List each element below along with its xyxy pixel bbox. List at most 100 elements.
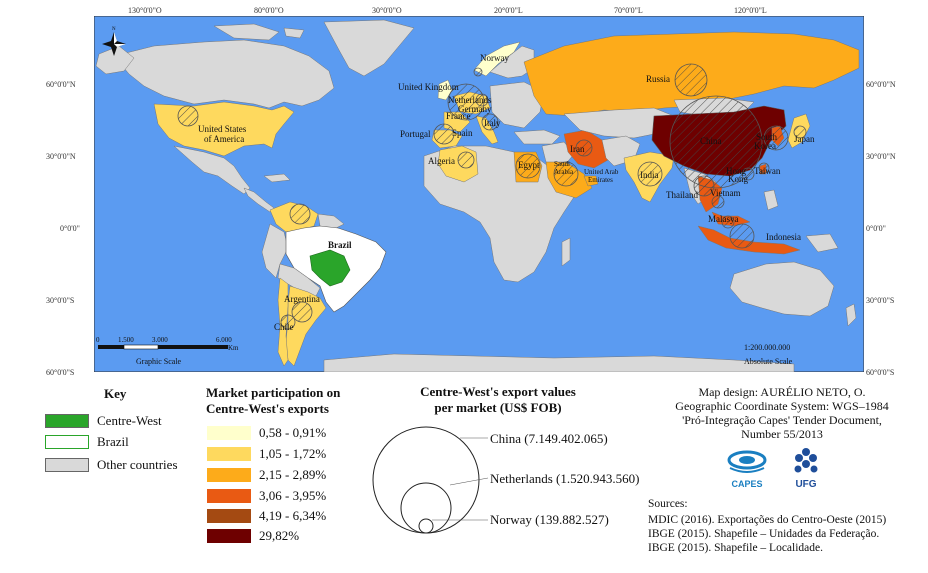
coord-right-0: 60°0'0"N <box>866 80 896 89</box>
participation-label: 29,82% <box>259 528 300 543</box>
label-vietnam: Vietnam <box>710 188 740 198</box>
coord-top-0: 130°0'0"O <box>128 6 162 15</box>
label-italy: Italy <box>484 118 501 128</box>
label-hong-kong-1: Hong <box>726 166 746 176</box>
circle-vietnam <box>711 195 725 209</box>
ufg-logo-icon <box>794 448 818 473</box>
label-thailand: Thailand <box>666 190 698 200</box>
coord-left-0: 60°0'0"N <box>46 80 76 89</box>
new-zealand <box>845 303 857 327</box>
circle-saudi <box>553 161 579 187</box>
participation-swatch <box>207 509 251 523</box>
coord-top-2: 30°0'0"O <box>372 6 402 15</box>
label-france: France <box>446 111 471 121</box>
circle-japan <box>793 125 807 139</box>
participation-class: 3,06 - 3,95% <box>207 488 326 504</box>
coord-left-2: 0°0'0" <box>60 224 80 233</box>
label-russia: Russia <box>646 74 670 84</box>
coord-right-1: 30°0'0"N <box>866 152 896 161</box>
label-egypt: Egypt <box>518 160 540 170</box>
scale-tick-3: 6.000 <box>216 336 232 344</box>
participation-class: 4,19 - 6,34% <box>207 508 326 524</box>
key-swatch <box>45 435 89 449</box>
capes-logo-text: CAPES <box>731 479 763 489</box>
export-norway-label: Norway (139.882.527) <box>490 512 609 527</box>
centre-west <box>309 249 351 287</box>
participation-class: 29,82% <box>207 528 299 544</box>
key-swatch <box>45 458 89 472</box>
key-item-other-countries: Other countries <box>45 457 178 473</box>
label-portugal: Portugal <box>400 129 431 139</box>
participation-label: 0,58 - 0,91% <box>259 425 327 440</box>
greenland <box>323 19 415 77</box>
arctic-islands <box>213 23 305 41</box>
circle-thailand <box>693 175 715 197</box>
sources: Sources: MDIC (2016). Exportações do Cen… <box>648 497 886 555</box>
label-south-korea-1: South <box>756 132 778 142</box>
participation-class: 2,15 - 2,89% <box>207 467 326 483</box>
south-america-north <box>261 213 345 279</box>
key-label: Brazil <box>97 434 129 449</box>
circle-indonesia <box>729 223 755 249</box>
canada <box>113 39 335 109</box>
circle-norway <box>473 67 483 77</box>
turkey <box>513 129 561 145</box>
circle-italy <box>481 113 499 131</box>
north-arrow-icon: N <box>102 27 126 56</box>
label-uk: United Kingdom <box>398 82 459 92</box>
participation-title-line-2: Centre-West's exports <box>206 401 329 416</box>
export-china-label: China (7.149.402.065) <box>490 431 608 446</box>
credit-line: 'Pró-Integração Capes' Tender Document, <box>682 413 882 427</box>
absolute-scale-label: Absolute Scale <box>744 357 793 366</box>
label-usa-2: of America <box>204 134 244 144</box>
coord-top-1: 80°0'0"O <box>254 6 284 15</box>
scale-tick-2: 3.000 <box>152 336 168 344</box>
coord-top-4: 70°0'0"L <box>614 6 643 15</box>
coord-left-3: 30°0'0"S <box>46 296 75 305</box>
credit-line: Geographic Coordinate System: WGS–1984 <box>675 399 889 413</box>
capes-logo-icon <box>727 450 767 473</box>
graphic-scale: 0 1.500 3.000 6.000 Km Graphic Scale <box>96 336 239 366</box>
circle-russia <box>674 63 708 97</box>
label-indonesia: Indonesia <box>766 232 801 242</box>
coord-left-1: 30°0'0"N <box>46 152 76 161</box>
credit-line: Map design: AURÉLIO NETO, O. <box>698 385 866 399</box>
participation-swatch <box>207 447 251 461</box>
label-brazil: Brazil <box>328 240 352 250</box>
circle-hong-kong <box>741 167 755 181</box>
label-saudi-2: Arabia <box>554 168 574 176</box>
circle-iran <box>575 139 593 157</box>
sources-title: Sources: <box>648 498 688 510</box>
circle-taiwan <box>758 162 770 174</box>
label-india: India <box>640 170 659 180</box>
circle-argentina <box>291 301 313 323</box>
circle-norway-legend <box>418 518 434 534</box>
key-label: Other countries <box>97 457 178 472</box>
scale-tick-0: 0 <box>96 336 100 344</box>
ufg-logo-text: UFG <box>795 479 817 490</box>
source-line: IBGE (2015). Shapefile – Unidades da Fed… <box>648 528 880 540</box>
label-usa-1: United States <box>198 124 247 134</box>
credit-line: Number 55/2013 <box>741 427 823 441</box>
participation-label: 3,06 - 3,95% <box>259 488 327 503</box>
circle-egypt <box>515 153 541 179</box>
circle-malaysia <box>721 215 735 229</box>
ufg-logo: UFG <box>786 446 826 492</box>
scale-tick-1: 1.500 <box>118 336 134 344</box>
madagascar <box>561 237 571 267</box>
coord-left-4: 60°0'0"S <box>46 368 75 377</box>
capes-logo: CAPES <box>722 446 772 492</box>
participation-swatch <box>207 468 251 482</box>
label-japan: Japan <box>794 134 815 144</box>
australia <box>729 261 835 317</box>
label-taiwan: Taiwan <box>754 166 781 176</box>
participation-title-line-1: Market participation on <box>206 385 341 400</box>
proportional-circles-svg <box>372 426 489 534</box>
export-values-title-line-2: per market (US$ FOB) <box>434 400 562 415</box>
circle-spain <box>433 123 455 145</box>
label-uae-1: United Arab <box>584 168 619 176</box>
circle-korea <box>763 125 789 151</box>
coord-top-3: 20°0'0"L <box>494 6 523 15</box>
label-china: China <box>700 136 722 146</box>
label-algeria: Algeria <box>428 156 455 166</box>
